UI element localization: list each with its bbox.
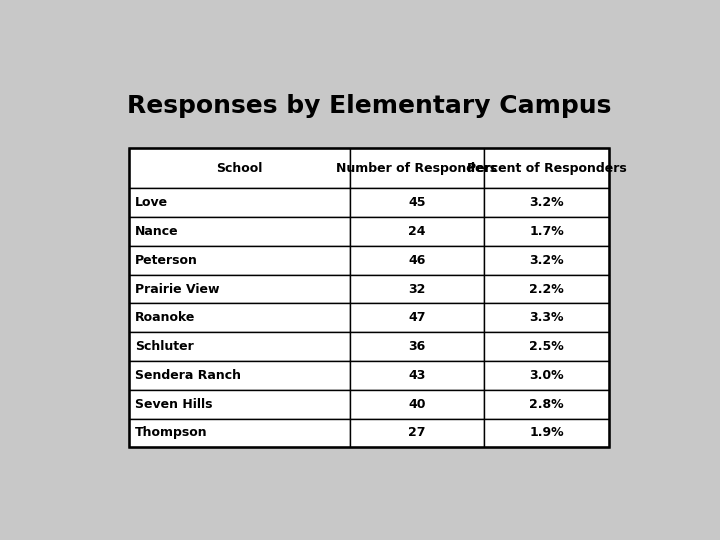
Bar <box>129 332 350 361</box>
Bar <box>129 361 350 390</box>
Text: 36: 36 <box>408 340 426 353</box>
Text: 32: 32 <box>408 282 426 295</box>
Bar <box>350 361 484 390</box>
Bar <box>129 148 350 188</box>
Text: 3.0%: 3.0% <box>529 369 564 382</box>
Text: 3.2%: 3.2% <box>529 254 564 267</box>
Bar <box>484 217 609 246</box>
Bar <box>484 390 609 418</box>
Bar <box>484 148 609 188</box>
Bar <box>484 188 609 217</box>
Bar <box>484 246 609 275</box>
Bar <box>350 188 484 217</box>
Bar <box>484 303 609 332</box>
Text: 2.2%: 2.2% <box>529 282 564 295</box>
Text: Nance: Nance <box>135 225 179 238</box>
Text: Prairie View: Prairie View <box>135 282 219 295</box>
Text: Schluter: Schluter <box>135 340 194 353</box>
Text: 1.9%: 1.9% <box>529 427 564 440</box>
Text: 47: 47 <box>408 311 426 325</box>
Bar <box>350 275 484 303</box>
Text: 46: 46 <box>408 254 426 267</box>
Text: Number of Responders: Number of Responders <box>336 161 498 174</box>
Text: Responses by Elementary Campus: Responses by Elementary Campus <box>127 94 611 118</box>
Bar <box>484 332 609 361</box>
Bar <box>129 303 350 332</box>
Text: Peterson: Peterson <box>135 254 197 267</box>
Bar <box>484 418 609 447</box>
Bar <box>129 390 350 418</box>
Bar <box>350 217 484 246</box>
Bar <box>484 275 609 303</box>
Bar <box>350 246 484 275</box>
Text: 3.3%: 3.3% <box>529 311 564 325</box>
Text: 27: 27 <box>408 427 426 440</box>
Text: 43: 43 <box>408 369 426 382</box>
Text: 2.8%: 2.8% <box>529 397 564 410</box>
Text: 3.2%: 3.2% <box>529 196 564 209</box>
Bar <box>350 148 484 188</box>
Text: 40: 40 <box>408 397 426 410</box>
Text: Roanoke: Roanoke <box>135 311 195 325</box>
Bar <box>350 332 484 361</box>
Text: Seven Hills: Seven Hills <box>135 397 212 410</box>
Bar <box>129 275 350 303</box>
Text: School: School <box>216 161 263 174</box>
Bar <box>129 418 350 447</box>
Bar <box>484 361 609 390</box>
Text: Percent of Responders: Percent of Responders <box>467 161 626 174</box>
Bar <box>350 303 484 332</box>
Bar <box>350 418 484 447</box>
Text: 45: 45 <box>408 196 426 209</box>
Text: 2.5%: 2.5% <box>529 340 564 353</box>
Bar <box>129 148 609 447</box>
Bar <box>129 188 350 217</box>
Text: Thompson: Thompson <box>135 427 207 440</box>
Text: 24: 24 <box>408 225 426 238</box>
Bar <box>129 246 350 275</box>
Text: Love: Love <box>135 196 168 209</box>
Text: 1.7%: 1.7% <box>529 225 564 238</box>
Bar <box>350 390 484 418</box>
Bar <box>129 217 350 246</box>
Text: Sendera Ranch: Sendera Ranch <box>135 369 240 382</box>
